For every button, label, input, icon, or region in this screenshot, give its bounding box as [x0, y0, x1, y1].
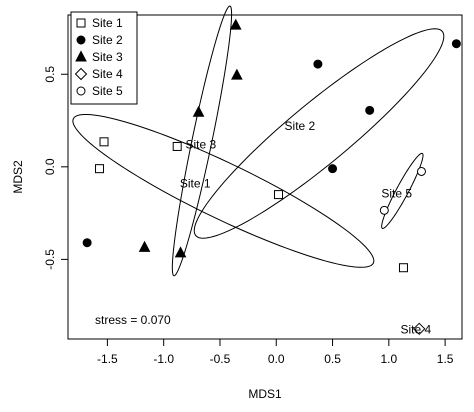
point-site-1	[95, 164, 105, 174]
legend-marker-site-5	[76, 86, 86, 96]
point-site-2	[365, 105, 375, 115]
point-site-3	[231, 68, 243, 80]
x-tick-label: -0.5	[210, 352, 231, 366]
point-site-2	[451, 39, 461, 49]
legend-marker-site-4	[74, 67, 88, 81]
point-site-4	[413, 322, 426, 336]
points-layer	[82, 18, 461, 336]
legend-label-site-4: Site 4	[92, 67, 123, 81]
point-site-3	[229, 18, 242, 30]
x-axis-label: MDS1	[248, 387, 282, 401]
x-tick-label: -1.0	[153, 352, 174, 366]
y-axis: -0.5 0.0 0.5	[43, 66, 68, 270]
point-site-5	[416, 166, 426, 176]
point-site-2	[82, 238, 92, 248]
point-site-5	[379, 205, 389, 215]
ellipse-label-site-4: Site 4	[401, 323, 432, 337]
ellipses-layer	[72, 5, 445, 277]
point-site-1	[99, 137, 109, 147]
y-axis-label: MDS2	[11, 160, 25, 194]
legend: Site 1 Site 2 Site 3 Site 4 Site 5	[70, 11, 138, 105]
ellipse-labels-layer: Site 3 Site 2 Site 1 Site 5 Site 4	[180, 119, 432, 337]
ellipse-site-5	[381, 152, 424, 229]
stress-annotation: stress = 0.070	[95, 313, 171, 327]
ellipse-site-3	[171, 5, 233, 277]
ellipse-label-site-3: Site 3	[185, 138, 216, 152]
point-site-3	[138, 240, 151, 252]
point-site-1	[398, 263, 408, 273]
point-site-3	[192, 105, 205, 117]
legend-marker-site-1	[76, 18, 86, 28]
ellipse-label-site-5: Site 5	[381, 187, 412, 201]
ellipse-site-1	[72, 113, 375, 268]
ellipse-site-2	[193, 28, 445, 239]
x-axis: -1.5 -1.0 -0.5 0.0 0.5 1.0 1.5	[97, 339, 454, 366]
plot-frame	[67, 14, 463, 340]
legend-label-site-2: Site 2	[92, 33, 123, 47]
point-site-1	[172, 141, 182, 151]
x-tick-label: 0.5	[324, 352, 341, 366]
y-tick-label: -0.5	[43, 249, 57, 270]
x-tick-label: 1.5	[437, 352, 454, 366]
point-site-2	[313, 59, 323, 69]
y-tick-label: 0.0	[43, 158, 57, 175]
point-site-1	[274, 190, 284, 200]
ellipse-label-site-2: Site 2	[285, 119, 316, 133]
x-tick-label: -1.5	[97, 352, 118, 366]
legend-label-site-3: Site 3	[92, 50, 123, 64]
legend-label-site-1: Site 1	[92, 16, 123, 30]
legend-marker-site-3	[75, 50, 87, 62]
y-tick-label: 0.5	[43, 66, 57, 83]
x-tick-label: 1.0	[380, 352, 397, 366]
legend-marker-site-2	[76, 35, 86, 45]
ellipse-label-site-1: Site 1	[180, 176, 211, 190]
point-site-2	[328, 164, 338, 174]
legend-label-site-5: Site 5	[92, 84, 123, 98]
point-site-3	[174, 246, 187, 258]
x-tick-label: 0.0	[268, 352, 285, 366]
